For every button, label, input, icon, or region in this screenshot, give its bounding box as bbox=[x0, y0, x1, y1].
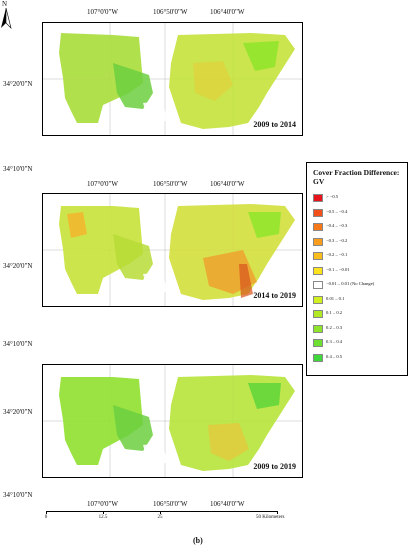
legend-item: −0.01 – 0.01 (No Change) bbox=[313, 280, 405, 289]
lon-label-107: 107°0'0"W bbox=[87, 8, 119, 16]
scale-tick bbox=[160, 511, 161, 514]
lat-label-3410: 34°10'0"N bbox=[3, 491, 33, 499]
legend-swatch bbox=[313, 266, 323, 275]
legend-swatch bbox=[313, 223, 323, 231]
map-image bbox=[43, 23, 302, 135]
legend: Cover Fraction Difference: GV > −0.5 −0.5… bbox=[306, 162, 408, 376]
legend-item: −0.2 – −0.1 bbox=[313, 251, 405, 260]
legend-item: > −0.5 bbox=[313, 193, 405, 202]
legend-item: 0.3 – 0.4 bbox=[313, 338, 405, 347]
lon-label-10650: 106°50'0"W bbox=[153, 500, 188, 508]
scale-tick bbox=[103, 511, 104, 514]
lat-label-3420: 34°20'0"N bbox=[3, 80, 33, 88]
legend-swatch bbox=[313, 353, 323, 362]
north-label: N bbox=[2, 0, 8, 8]
lon-label-10640: 106°40'0"W bbox=[210, 180, 245, 188]
legend-label: > −0.5 bbox=[326, 194, 339, 199]
lat-label-3420: 34°20'0"N bbox=[3, 408, 33, 416]
lon-label-10640: 106°40'0"W bbox=[210, 8, 245, 16]
legend-title: Cover Fraction Difference: GV bbox=[313, 168, 400, 186]
map-panel-2014-2019: 2014 to 2019 bbox=[42, 193, 303, 307]
panel-period-label: 2014 to 2019 bbox=[253, 291, 296, 300]
legend-label: −0.4 – −0.3 bbox=[326, 223, 348, 228]
legend-item: 0.4 – 0.5 bbox=[313, 353, 405, 362]
legend-label: 0.3 – 0.4 bbox=[326, 339, 343, 344]
legend-label: 0.01 – 0.1 bbox=[326, 295, 345, 301]
scale-line bbox=[46, 511, 278, 512]
legend-label: 0.4 – 0.5 bbox=[326, 353, 343, 359]
lat-label-3420: 34°20'0"N bbox=[3, 262, 33, 270]
lon-label-10650: 106°50'0"W bbox=[153, 180, 188, 188]
map-panel-2009-2019: 2009 to 2019 bbox=[42, 364, 303, 478]
legend-swatch bbox=[313, 252, 323, 260]
legend-label: −0.2 – −0.1 bbox=[326, 252, 348, 257]
map-image bbox=[43, 365, 302, 477]
legend-swatch bbox=[313, 310, 323, 318]
scale-tick bbox=[46, 511, 47, 514]
map-image bbox=[43, 194, 302, 306]
legend-label: −0.5 – −0.4 bbox=[326, 208, 348, 214]
legend-item: 0.2 – 0.3 bbox=[313, 324, 405, 333]
legend-label: 0.2 – 0.3 bbox=[326, 324, 343, 330]
lon-label-107: 107°0'0"W bbox=[87, 180, 119, 188]
scale-tick-label: 12.5 bbox=[98, 515, 108, 520]
legend-swatch bbox=[313, 339, 323, 347]
legend-item: −0.1 – −0.01 bbox=[313, 266, 405, 275]
legend-swatch bbox=[313, 324, 323, 333]
panel-period-label: 2009 to 2014 bbox=[253, 120, 296, 129]
legend-label: −0.01 – 0.01 (No Change) bbox=[326, 281, 375, 286]
legend-item: −0.5 – −0.4 bbox=[313, 208, 405, 217]
legend-item: 0.1 – 0.2 bbox=[313, 309, 405, 318]
legend-swatch bbox=[313, 295, 323, 304]
legend-item: −0.3 – −0.2 bbox=[313, 237, 405, 246]
scale-bar: 0 12.5 25 50 Kilometers bbox=[44, 511, 284, 523]
legend-label: 0.1 – 0.2 bbox=[326, 310, 343, 315]
scale-tick-label: 50 Kilometers bbox=[256, 515, 285, 520]
legend-swatch bbox=[313, 281, 323, 289]
scale-tick-label: 25 bbox=[157, 515, 163, 520]
legend-swatch bbox=[313, 208, 323, 217]
lat-label-3410: 34°10'0"N bbox=[3, 340, 33, 348]
north-arrow: N bbox=[0, 0, 14, 34]
scale-tick-label: 0 bbox=[44, 515, 48, 520]
map-panel-2009-2014: 2009 to 2014 bbox=[42, 22, 303, 136]
north-arrow-icon bbox=[1, 8, 12, 29]
panel-period-label: 2009 to 2019 bbox=[253, 462, 296, 471]
legend-item: 0.01 – 0.1 bbox=[313, 295, 405, 304]
lon-label-10640: 106°40'0"W bbox=[210, 500, 245, 508]
figure-caption: (b) bbox=[193, 536, 203, 545]
lon-label-107: 107°0'0"W bbox=[87, 500, 119, 508]
lat-label-3410: 34°10'0"N bbox=[3, 165, 33, 173]
legend-item: −0.4 – −0.3 bbox=[313, 222, 405, 231]
lon-label-10650: 106°50'0"W bbox=[153, 8, 188, 16]
legend-label: −0.3 – −0.2 bbox=[326, 237, 348, 243]
scale-tick bbox=[277, 511, 278, 514]
legend-swatch bbox=[313, 194, 323, 202]
legend-swatch bbox=[313, 237, 323, 246]
legend-label: −0.1 – −0.01 bbox=[326, 266, 350, 272]
